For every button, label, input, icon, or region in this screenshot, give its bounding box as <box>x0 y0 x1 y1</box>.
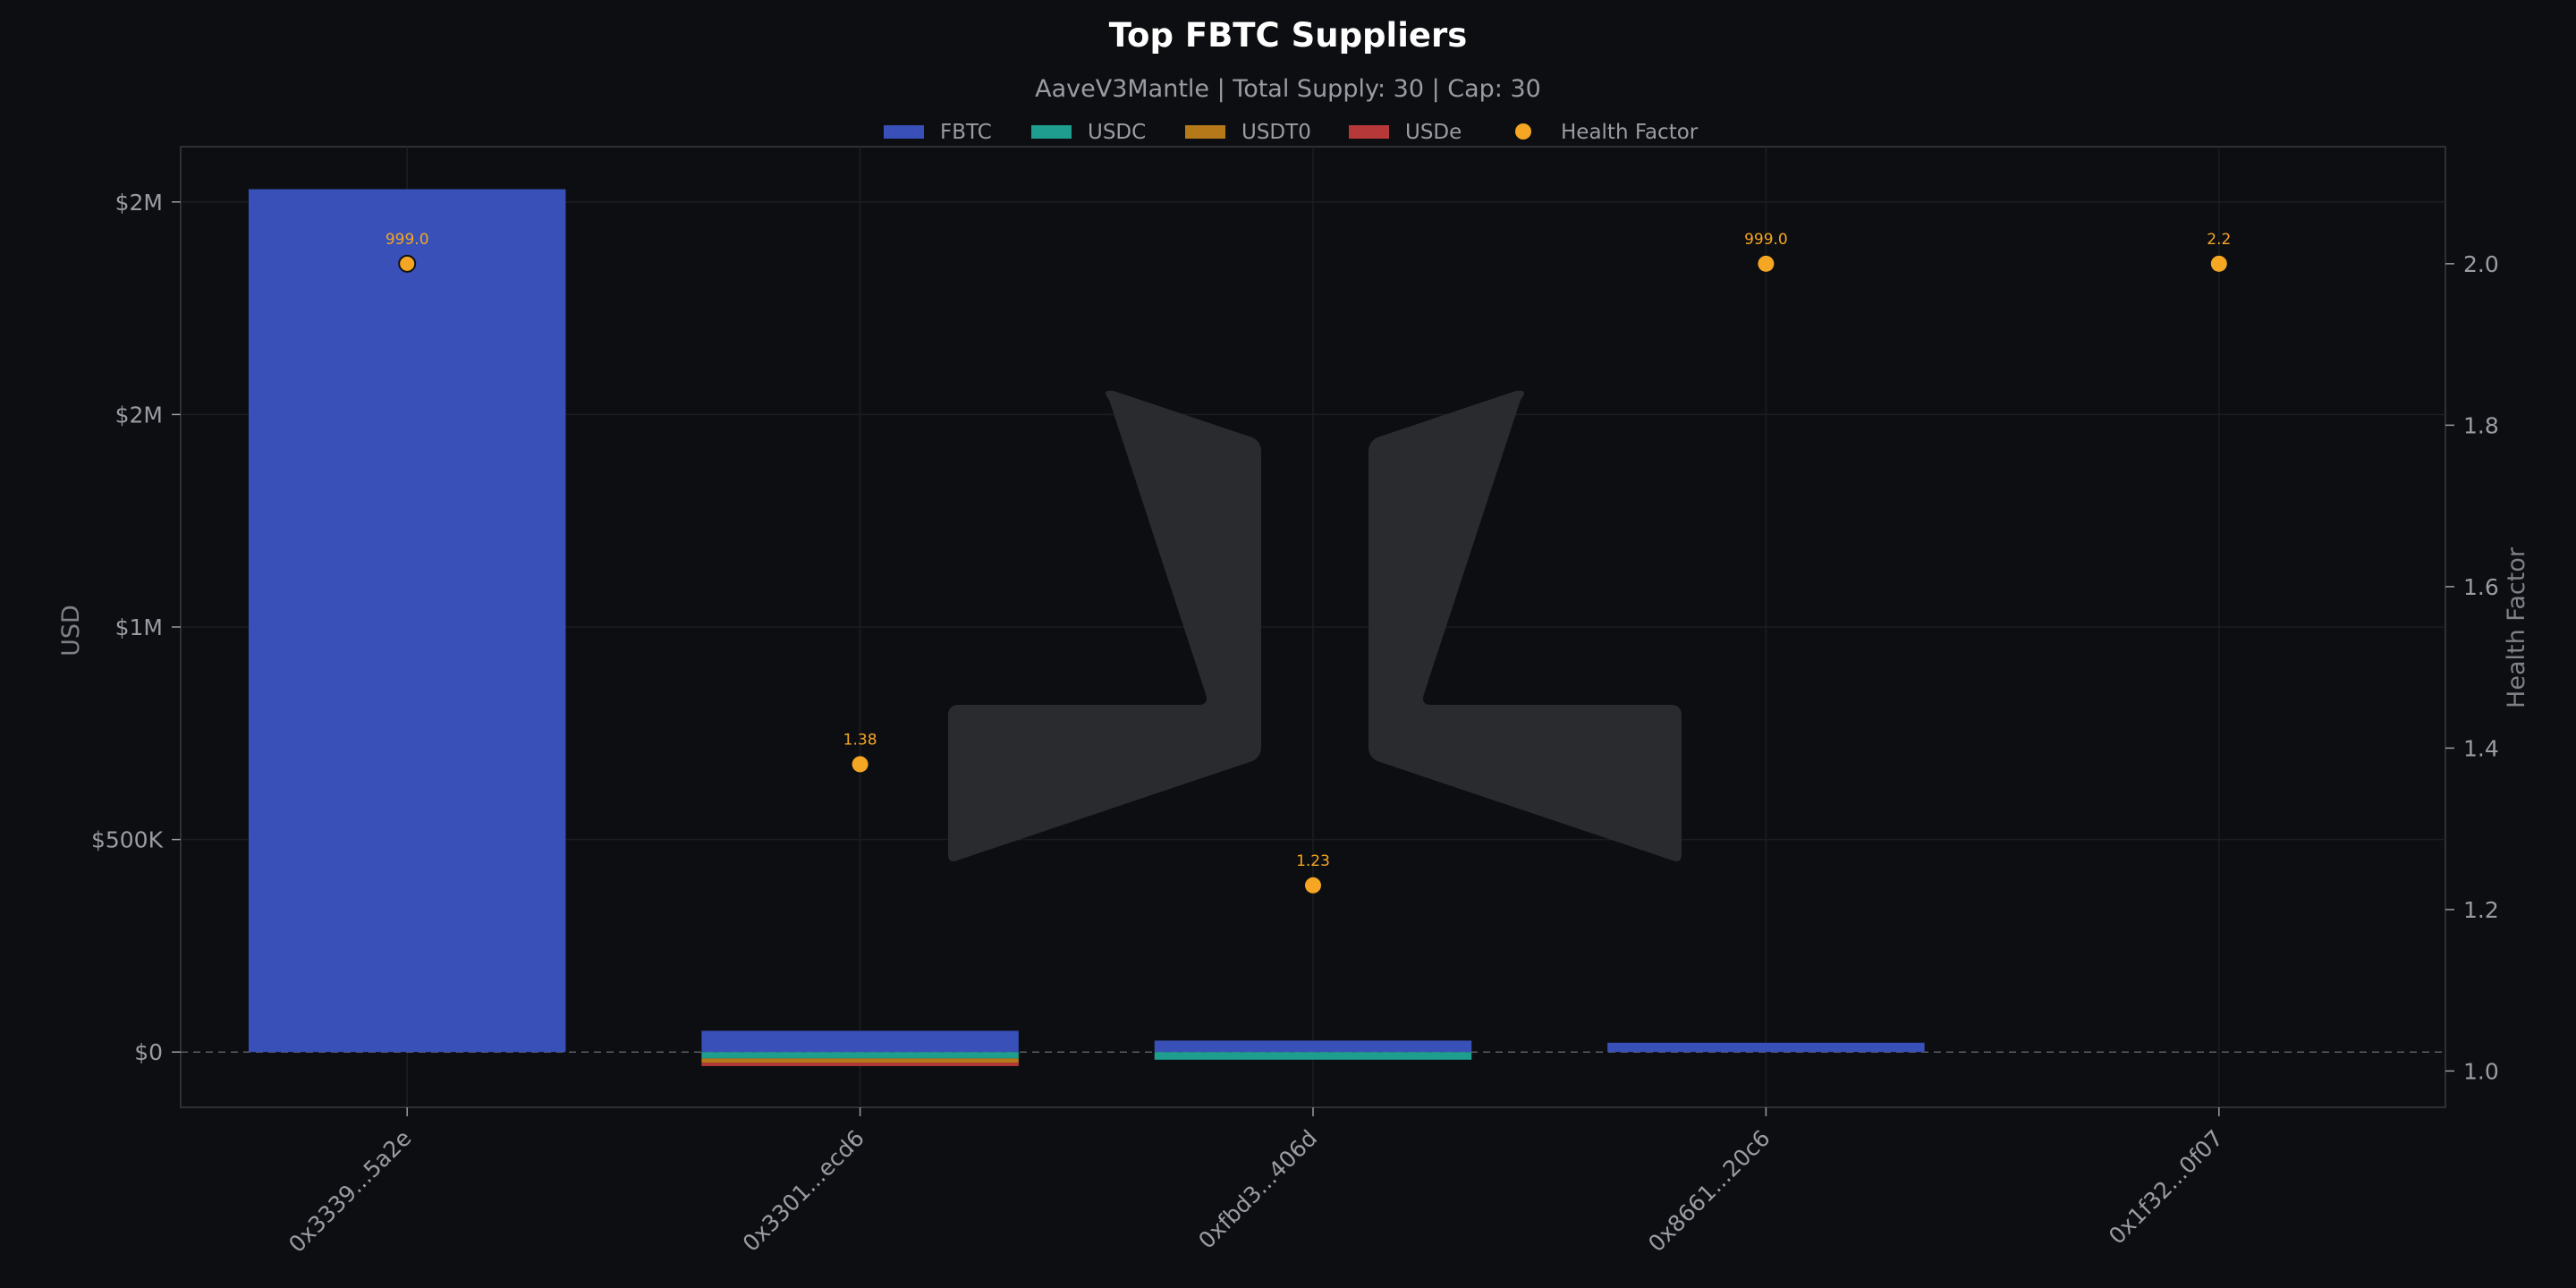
legend-swatch-health-factor <box>1515 123 1531 140</box>
health-factor-label: 999.0 <box>1744 231 1788 249</box>
y-tick-label: $500K <box>91 827 164 853</box>
bar-fbtc-0 <box>248 189 566 1053</box>
legend-label: USDT0 <box>1241 121 1311 144</box>
y2-axis-label: Health Factor <box>2503 547 2530 708</box>
health-factor-label: 999.0 <box>386 231 429 249</box>
y-axis-left: $0 $500K $1M $2M $2M <box>91 190 181 1065</box>
y-tick-label: $2M <box>115 402 163 428</box>
health-factor-point <box>1758 255 1775 272</box>
legend-swatch-fbtc <box>884 125 924 139</box>
y-tick-label: $0 <box>134 1039 163 1065</box>
health-factor-label: 1.23 <box>1296 852 1330 870</box>
chart-title: Top FBTC Suppliers <box>1109 16 1468 55</box>
y2-tick-label: 1.2 <box>2463 897 2499 923</box>
bar-usdc-2 <box>1154 1052 1472 1060</box>
bar-usdc-1 <box>701 1052 1019 1059</box>
legend-swatch-usde <box>1349 125 1389 139</box>
bar-fbtc-2 <box>1154 1040 1472 1053</box>
y2-tick-label: 1.0 <box>2463 1058 2499 1084</box>
x-axis: 0x3339...5a2e 0x3301...ecd6 0xfbd3...406d 0… <box>284 1107 2228 1258</box>
y-axis-label: USD <box>57 605 85 657</box>
bar-usde-1 <box>701 1063 1019 1066</box>
chart-subtitle: AaveV3Mantle | Total Supply: 30 | Cap: 3… <box>1035 75 1541 103</box>
y-tick-label: $1M <box>115 614 163 640</box>
legend-label: USDe <box>1405 121 1462 144</box>
health-factor-label: 2.2 <box>2207 231 2231 249</box>
legend: FBTC USDC USDT0 USDe Health Factor <box>884 121 1699 144</box>
y-axis-right: 1.0 1.2 1.4 1.6 1.8 2.0 <box>2445 251 2499 1084</box>
bar-fbtc-1 <box>701 1030 1019 1053</box>
health-factor-point <box>398 254 417 273</box>
bars <box>248 189 1925 1066</box>
legend-label: FBTC <box>940 121 992 144</box>
x-tick-label: 0x3301...ecd6 <box>738 1125 869 1257</box>
y2-tick-label: 2.0 <box>2463 251 2499 277</box>
legend-swatch-usdt0 <box>1185 125 1225 139</box>
legend-swatch-usdc <box>1031 125 1072 139</box>
health-factor-point <box>852 756 869 773</box>
health-factor-point <box>1305 877 1321 894</box>
x-tick-label: 0x1f32...0f07 <box>2104 1125 2228 1250</box>
bar-usdt0-1 <box>701 1058 1019 1063</box>
y-tick-label: $2M <box>115 190 163 216</box>
logo-watermark <box>948 390 1682 862</box>
x-tick-label: 0xfbd3...406d <box>1193 1125 1322 1254</box>
legend-label: Health Factor <box>1561 121 1699 144</box>
bar-fbtc-3 <box>1607 1042 1925 1053</box>
health-factor-points: 999.0 1.38 1.23 999.0 2.2 <box>386 231 2231 894</box>
y2-tick-label: 1.4 <box>2463 735 2499 761</box>
y2-tick-label: 1.6 <box>2463 574 2499 600</box>
health-factor-label: 1.38 <box>843 731 877 749</box>
legend-label: USDC <box>1088 121 1146 144</box>
y2-tick-label: 1.8 <box>2463 412 2499 438</box>
x-tick-label: 0x8661...20c6 <box>1643 1125 1775 1258</box>
health-factor-point <box>2210 255 2227 272</box>
x-tick-label: 0x3339...5a2e <box>284 1125 416 1258</box>
